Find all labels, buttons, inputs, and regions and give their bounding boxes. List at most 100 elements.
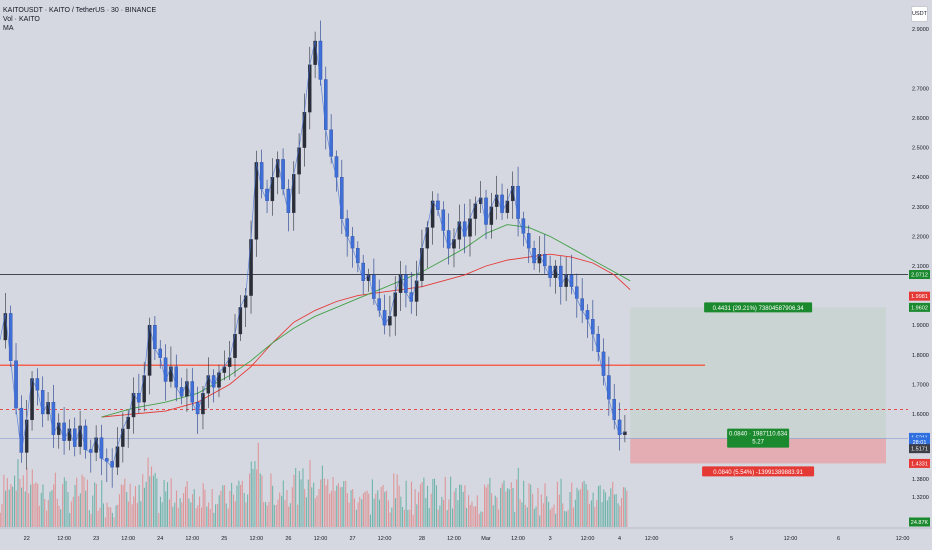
volume-bar bbox=[448, 499, 450, 527]
volume-bar bbox=[451, 508, 454, 527]
volume-bar bbox=[288, 506, 290, 527]
volume-bar bbox=[394, 498, 397, 527]
time-axis[interactable]: 22 12:00 23 12:00 24 12:00 25 12:00 26 12:00 27 12:… bbox=[0, 527, 932, 542]
volume-bar bbox=[524, 504, 526, 527]
volume-legend[interactable]: Vol · KAITO bbox=[3, 16, 40, 23]
volume-bar bbox=[213, 512, 215, 527]
volume-bar bbox=[46, 510, 48, 527]
volume-bar bbox=[421, 482, 423, 527]
center-label-bg bbox=[727, 428, 790, 448]
volume-bar bbox=[1, 503, 3, 527]
volume-bar bbox=[44, 499, 46, 527]
volume-bar bbox=[480, 511, 482, 527]
volume-bar bbox=[457, 500, 459, 527]
volume-bar bbox=[512, 488, 514, 527]
price-tick-label: 2.1000 bbox=[912, 264, 929, 270]
target-label: 0.4431 (29.21%) 73804587906.34 bbox=[713, 306, 805, 312]
volume-bar bbox=[604, 492, 607, 527]
volume-bar bbox=[279, 492, 281, 527]
volume-bar bbox=[482, 511, 484, 527]
volume-bar bbox=[200, 507, 203, 527]
volume-bar bbox=[444, 477, 446, 527]
volume-bar bbox=[617, 503, 619, 527]
currency-button[interactable]: USDT bbox=[911, 6, 928, 22]
volume-bar bbox=[508, 489, 510, 527]
volume-bar bbox=[361, 499, 363, 527]
volume-bar bbox=[190, 502, 192, 527]
volume-bar bbox=[371, 479, 373, 527]
volume-bar bbox=[450, 476, 452, 527]
volume-bar bbox=[368, 493, 370, 527]
volume-bar bbox=[275, 504, 277, 527]
center-label-line2: 5.27 bbox=[752, 440, 764, 446]
volume-bar bbox=[318, 488, 320, 527]
volume-bar bbox=[475, 506, 477, 527]
volume-bar bbox=[517, 467, 519, 527]
volume-bar bbox=[521, 502, 523, 527]
volume-bar bbox=[587, 489, 589, 527]
volume-bar bbox=[272, 485, 274, 527]
volume-bar bbox=[273, 504, 275, 527]
volume-bar bbox=[266, 505, 268, 527]
volume-bar bbox=[122, 485, 124, 527]
volume-bar bbox=[88, 510, 90, 527]
volume-bar bbox=[373, 498, 375, 527]
volume-bar bbox=[150, 466, 153, 527]
volume-bar bbox=[357, 502, 359, 527]
volume-bar bbox=[560, 478, 562, 527]
moving-average-line bbox=[101, 253, 631, 418]
symbol-legend[interactable]: KAITOUSDT · KAITO / TetherUS · 30 · BINA… bbox=[3, 7, 157, 14]
volume-bar bbox=[466, 508, 468, 527]
volume-bar bbox=[140, 501, 142, 527]
volume-bar bbox=[498, 509, 500, 527]
volume-bars bbox=[0, 442, 628, 527]
volume-bar bbox=[72, 496, 74, 527]
volume-bar bbox=[380, 486, 382, 527]
volume-bar bbox=[186, 481, 188, 527]
price-tick-label: 1.3800 bbox=[912, 477, 929, 483]
volume-bar bbox=[580, 488, 582, 527]
volume-bar bbox=[556, 481, 558, 527]
volume-bar bbox=[500, 487, 502, 527]
volume-bar bbox=[270, 473, 272, 527]
volume-bar bbox=[624, 487, 626, 527]
horizontal-levels[interactable] bbox=[0, 274, 908, 439]
volume-bar bbox=[10, 484, 12, 527]
axis-price-label: 1.9602 bbox=[911, 305, 928, 311]
volume-bar bbox=[352, 489, 354, 527]
volume-bar bbox=[259, 473, 261, 527]
volume-bar bbox=[321, 465, 323, 527]
volume-bar bbox=[54, 472, 56, 527]
volume-bar bbox=[530, 484, 532, 527]
time-tick-label: 12:00 bbox=[57, 536, 71, 542]
volume-bar bbox=[158, 513, 160, 527]
volume-bar bbox=[417, 492, 420, 527]
candles bbox=[0, 20, 627, 488]
volume-bar bbox=[578, 490, 580, 527]
volume-bar bbox=[300, 479, 302, 527]
volume-bar bbox=[583, 480, 585, 527]
volume-bar bbox=[516, 479, 518, 527]
stop-label: 0.0840 (5.54%) -13991389883.91 bbox=[713, 470, 803, 476]
volume-bar bbox=[256, 469, 258, 527]
volume-bar bbox=[136, 502, 138, 527]
ma-legend[interactable]: MA bbox=[3, 25, 14, 32]
volume-bar bbox=[489, 477, 491, 527]
volume-bar bbox=[551, 507, 553, 527]
volume-bar bbox=[398, 485, 400, 527]
volume-bar bbox=[588, 503, 590, 527]
volume-bar bbox=[597, 486, 599, 527]
axis-price-label-bg bbox=[909, 458, 930, 468]
volume-bar bbox=[592, 492, 594, 527]
volume-bar bbox=[476, 495, 478, 527]
volume-bar bbox=[113, 517, 115, 527]
position-tool[interactable] bbox=[630, 307, 886, 464]
volume-bar bbox=[469, 505, 471, 527]
volume-bar bbox=[492, 505, 494, 527]
time-tick-label: 24 bbox=[157, 536, 163, 542]
volume-bar bbox=[581, 482, 583, 527]
volume-bar bbox=[414, 489, 416, 527]
volume-bar bbox=[533, 508, 535, 527]
